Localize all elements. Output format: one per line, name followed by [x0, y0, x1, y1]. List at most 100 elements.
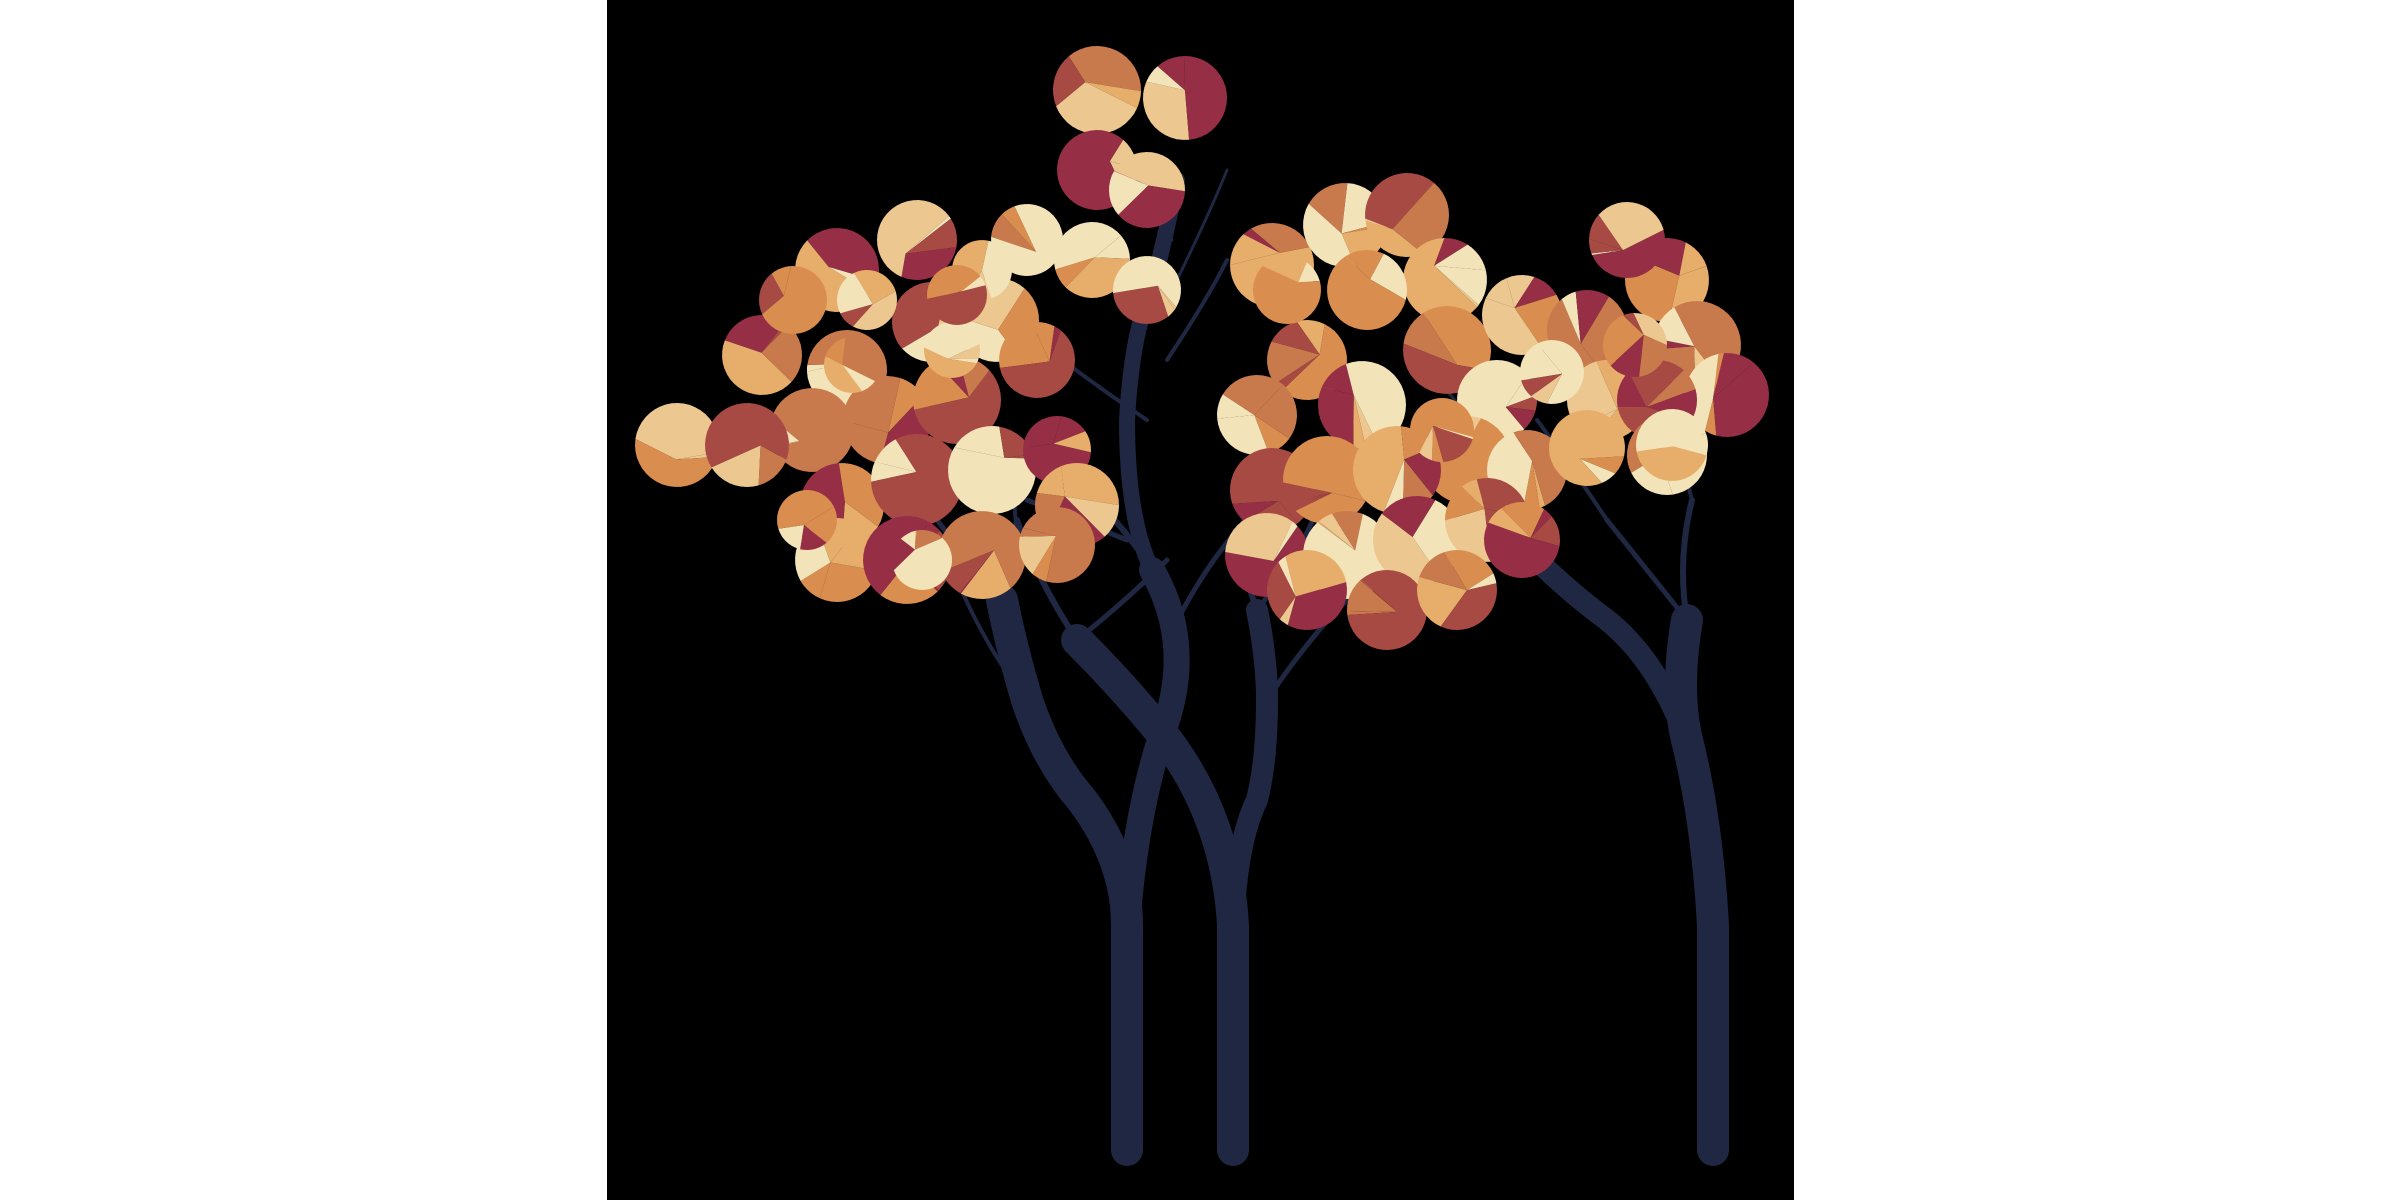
blossom-facet — [905, 218, 957, 254]
blossom-facet — [800, 562, 831, 599]
blossom — [1520, 340, 1584, 404]
blossom-facet — [853, 270, 896, 305]
blossom-facet — [1253, 266, 1321, 324]
blossom-facet — [913, 361, 969, 410]
blossom-facet — [1522, 461, 1540, 510]
blossom — [824, 337, 880, 393]
blossom-facet — [1403, 238, 1477, 322]
blossom-facet — [1032, 535, 1056, 582]
blossom — [1603, 313, 1667, 377]
blossom-facet — [871, 434, 963, 526]
blossom-facet — [635, 403, 719, 460]
blossom-facet — [635, 438, 718, 487]
blossom-facet — [1262, 256, 1307, 283]
blossom-facet — [1321, 364, 1354, 395]
blossom-facet — [1317, 521, 1356, 551]
blossom-facet — [1053, 431, 1091, 453]
trunk-left-tree-c — [1119, 172, 1185, 578]
blossom-facet — [1303, 203, 1356, 267]
blossom-facet — [1410, 398, 1474, 453]
blossom-facet — [1217, 415, 1269, 455]
blossom-facet — [1713, 353, 1754, 399]
blossom-facet — [1592, 229, 1665, 278]
blossom-facet — [1308, 183, 1348, 234]
blossom-facet — [1589, 214, 1623, 251]
blossom-facet — [807, 228, 879, 282]
blossom-facet — [1031, 322, 1055, 362]
blossom-facet — [758, 445, 787, 486]
blossom-facet — [1278, 556, 1296, 597]
blossom-facet — [1506, 275, 1535, 308]
blossom-facet — [914, 370, 1001, 444]
blossom-facet — [927, 285, 987, 325]
blossom-facet — [1064, 496, 1119, 537]
blossom-facet — [1381, 496, 1436, 537]
blossom — [635, 403, 719, 487]
blossom-facet — [711, 445, 761, 487]
blossom — [938, 511, 1026, 599]
blossom — [1113, 256, 1181, 324]
blossom-facet — [1347, 580, 1398, 612]
blossom-facet — [1417, 577, 1467, 627]
blossom-facet — [804, 506, 834, 525]
blossom-facet — [924, 347, 977, 378]
blossom-facet — [1347, 611, 1398, 615]
blossom — [1589, 202, 1665, 278]
branch — [955, 578, 1029, 702]
blossom-facet — [1514, 277, 1557, 308]
blossom — [1417, 550, 1497, 630]
blossom-facet — [1273, 521, 1298, 561]
blossom — [1109, 152, 1185, 228]
blossom-facet — [1157, 285, 1177, 308]
blossom-facet — [1360, 579, 1398, 612]
blossom — [1019, 507, 1095, 583]
blossom-facet — [1109, 171, 1149, 215]
blossom — [924, 322, 980, 378]
blossom-facet — [1251, 223, 1310, 253]
blossom-facet — [1488, 508, 1531, 538]
blossom-facet — [771, 388, 854, 472]
blossom-facet — [1639, 334, 1667, 377]
blossom-facet — [960, 550, 1011, 599]
blossom-facet — [1353, 426, 1405, 512]
blossom-facet — [1157, 56, 1185, 91]
blossom-facet — [1636, 409, 1706, 452]
trunk-right-tree — [1665, 604, 1729, 1166]
blossom — [705, 403, 789, 487]
blossom-clusters — [635, 46, 1769, 650]
blossom-facet — [1482, 298, 1543, 355]
blossom-facet — [1157, 285, 1175, 317]
blossom-facet — [722, 340, 792, 395]
blossom-facet — [1271, 321, 1320, 355]
blossom-facet — [1283, 436, 1371, 501]
blossom — [927, 265, 987, 325]
blossom — [1482, 275, 1562, 355]
blossom-facet — [800, 525, 827, 550]
blossom-facet — [1432, 425, 1474, 440]
blossom-facet — [1419, 425, 1433, 461]
blossom-facet — [1353, 395, 1367, 449]
blossom-facet — [1672, 433, 1708, 456]
blossom-facet — [1419, 552, 1467, 591]
blossom — [892, 530, 952, 590]
blossom-facet — [999, 322, 1050, 368]
blossom-facet — [1440, 583, 1497, 630]
branch — [1680, 497, 1695, 623]
blossom-facet — [1530, 509, 1552, 538]
blossom-facet — [1392, 182, 1449, 254]
blossom-facet — [1580, 456, 1625, 474]
blossom-facet — [1713, 353, 1724, 399]
blossom-facet — [1501, 502, 1545, 538]
blossom-facet — [1054, 222, 1122, 270]
blossom-facet — [1598, 202, 1664, 251]
blossom-facet — [948, 358, 979, 364]
blossom-facet — [1365, 173, 1434, 230]
blossom — [1410, 398, 1474, 462]
blossom-facet — [1114, 152, 1185, 192]
tree-artwork — [635, 46, 1769, 1166]
blossom-facet — [1444, 550, 1494, 591]
blossom-facet — [915, 530, 917, 550]
blossom-facet — [1283, 482, 1333, 503]
blossom — [1327, 250, 1407, 330]
